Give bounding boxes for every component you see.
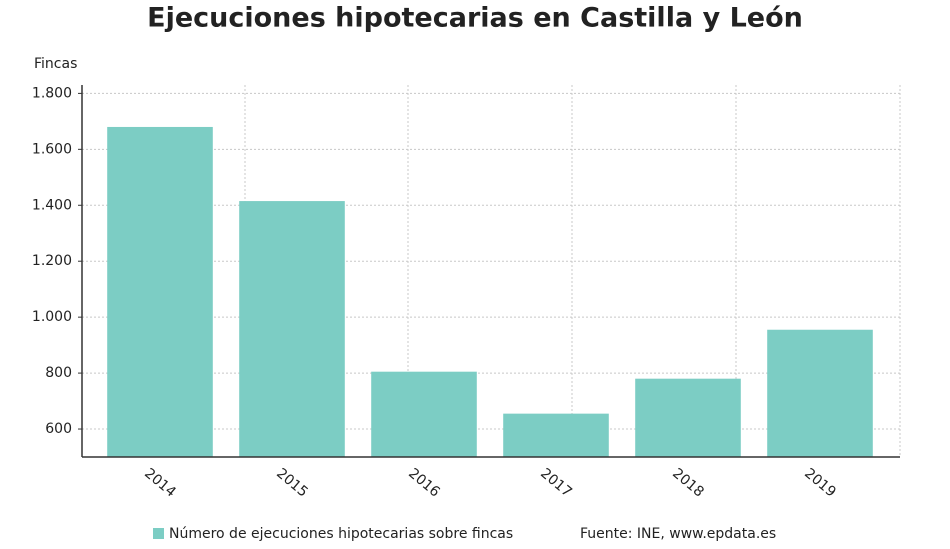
bar (107, 126, 213, 457)
plot: 600 800 1.000 1.200 1.400 1.600 1.800 2014 2015 2… (32, 85, 900, 501)
source: Fuente: INE, www.epdata.es (580, 526, 776, 542)
y-tick-label: 1.400 (32, 197, 72, 213)
y-axis-label: Fincas (34, 56, 77, 72)
bar (635, 378, 741, 457)
y-tick-label: 1.600 (32, 141, 72, 157)
legend-label: Número de ejecuciones hipotecarias sobre… (169, 526, 513, 542)
bar (371, 371, 477, 457)
y-tick-label: 600 (45, 421, 72, 437)
x-tick-label: 2017 (537, 465, 575, 500)
bar (767, 329, 873, 457)
x-tick-label: 2019 (801, 465, 839, 500)
x-tick-label: 2015 (273, 465, 311, 500)
y-tick-label: 1.000 (32, 309, 72, 325)
legend-swatch (153, 528, 164, 539)
bar (239, 201, 345, 457)
x-tick-label: 2016 (405, 465, 443, 500)
y-tick-label: 1.800 (32, 85, 72, 101)
bar (503, 413, 609, 457)
chart-title: Ejecuciones hipotecarias en Castilla y L… (147, 3, 803, 34)
x-tick-label: 2014 (141, 465, 179, 500)
y-tick-label: 800 (45, 365, 72, 381)
y-tick-label: 1.200 (32, 253, 72, 269)
x-tick-label: 2018 (669, 465, 707, 500)
